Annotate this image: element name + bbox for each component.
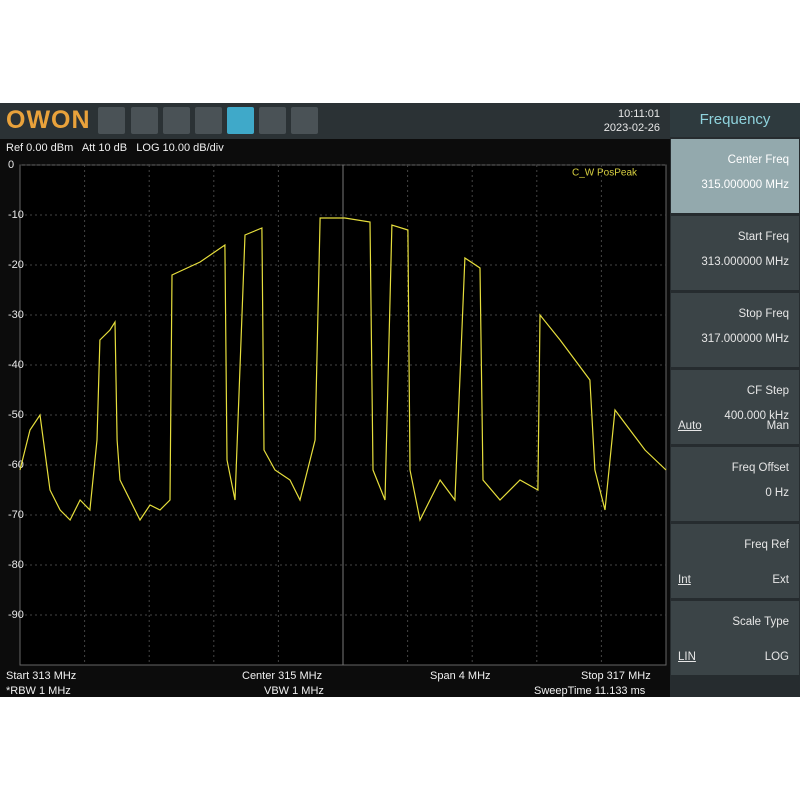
menu-option[interactable]: Ext bbox=[772, 574, 789, 586]
menu-item-label: Center Freq bbox=[727, 154, 789, 166]
toolbar-icon[interactable] bbox=[98, 107, 125, 134]
y-tick-label: -30 bbox=[8, 309, 24, 321]
clock-time: 10:11:01 bbox=[617, 108, 660, 120]
y-tick-label: -40 bbox=[8, 359, 24, 371]
menu-item-value: 313.000000 MHz bbox=[701, 256, 789, 268]
toolbar-icon[interactable] bbox=[227, 107, 254, 134]
spectrum-plot: 0-10-20-30-40-50-60-70-80-90C_W PosPeak bbox=[8, 159, 667, 666]
clock-date: 2023-02-26 bbox=[603, 122, 660, 134]
y-tick-label: 0 bbox=[8, 159, 14, 171]
menu-item[interactable]: Scale Type LIN LOG bbox=[671, 601, 799, 675]
brand-logo: OWON bbox=[6, 106, 91, 134]
menu-option[interactable]: LOG bbox=[764, 651, 789, 663]
menu-item[interactable]: Freq Ref Int Ext bbox=[671, 524, 799, 598]
center-freq: Center 315 MHz bbox=[242, 670, 323, 682]
vbw: VBW 1 MHz bbox=[264, 685, 324, 697]
status-bar: Ref 0.00 dBm Att 10 dB LOG 10.00 dB/div bbox=[6, 142, 224, 154]
menu-item-value: 315.000000 MHz bbox=[701, 179, 789, 191]
menu-item-label: Start Freq bbox=[737, 231, 789, 243]
span: Span 4 MHz bbox=[430, 670, 491, 682]
menu-title: Frequency bbox=[670, 103, 800, 137]
scale: LOG 10.00 dB/div bbox=[136, 142, 224, 154]
menu-item[interactable]: Stop Freq 317.000000 MHz bbox=[671, 293, 799, 367]
menu-option[interactable]: Man bbox=[766, 420, 789, 432]
rbw: *RBW 1 MHz bbox=[6, 685, 71, 697]
menu-item[interactable]: Start Freq 313.000000 MHz bbox=[671, 216, 799, 290]
attenuation: Att 10 dB bbox=[81, 142, 128, 154]
menu-item[interactable]: Center Freq 315.000000 MHz bbox=[671, 139, 799, 213]
toolbar-icon[interactable] bbox=[259, 107, 286, 134]
trace bbox=[19, 217, 667, 522]
menu-item-label: Freq Ref bbox=[744, 539, 789, 551]
start-freq: Start 313 MHz bbox=[6, 670, 77, 682]
toolbar-icon[interactable] bbox=[163, 107, 190, 134]
menu-item-label: CF Step bbox=[746, 385, 789, 397]
y-tick-label: -90 bbox=[8, 609, 24, 621]
y-tick-label: -20 bbox=[8, 259, 24, 271]
menu-item-value: 317.000000 MHz bbox=[701, 333, 789, 345]
trace-label: C_W PosPeak bbox=[572, 168, 638, 179]
y-tick-label: -50 bbox=[8, 409, 24, 421]
sweep-time: SweepTime 11.133 ms bbox=[534, 685, 646, 697]
menu-option[interactable]: Auto bbox=[678, 420, 702, 432]
y-tick-label: -10 bbox=[8, 209, 24, 221]
menu-item[interactable]: Freq Offset 0 Hz bbox=[671, 447, 799, 521]
menu-item[interactable]: CF Step 400.000 kHz Auto Man bbox=[671, 370, 799, 444]
y-tick-label: -80 bbox=[8, 559, 24, 571]
menu-option[interactable]: Int bbox=[678, 574, 691, 586]
menu-item-label: Stop Freq bbox=[738, 308, 790, 320]
menu-item-value: 0 Hz bbox=[765, 487, 789, 499]
ref-level: Ref 0.00 dBm bbox=[6, 142, 74, 154]
menu-item-label: Freq Offset bbox=[731, 462, 789, 474]
menu-item-label: Scale Type bbox=[732, 616, 789, 628]
toolbar-icon[interactable] bbox=[291, 107, 318, 134]
stop-freq: Stop 317 MHz bbox=[581, 670, 651, 682]
toolbar-icon[interactable] bbox=[131, 107, 158, 134]
toolbar-icon[interactable] bbox=[195, 107, 222, 134]
menu-option[interactable]: LIN bbox=[678, 651, 696, 663]
menu-item-value: 400.000 kHz bbox=[724, 410, 789, 422]
y-tick-label: -70 bbox=[8, 509, 24, 521]
